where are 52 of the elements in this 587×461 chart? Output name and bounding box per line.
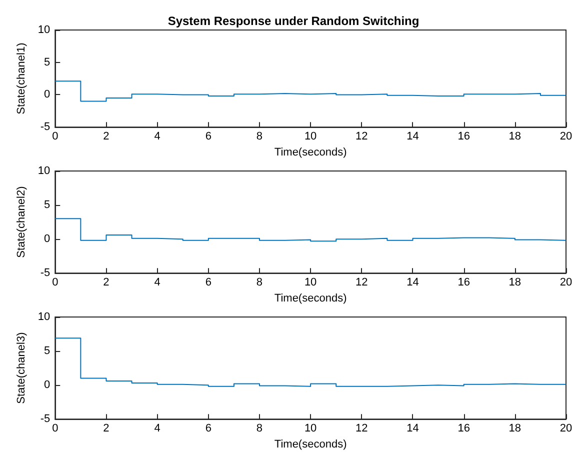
x-tick-label: 4 [154, 276, 160, 289]
x-tick-label: 10 [304, 130, 317, 143]
chart-title: System Response under Random Switching [168, 14, 420, 28]
x-tick-label: 20 [560, 130, 572, 143]
x-tick-label: 2 [103, 276, 110, 289]
y-tick-label: 5 [44, 345, 50, 358]
x-tick-label: 14 [406, 130, 419, 143]
x-tick-label: 0 [52, 276, 58, 289]
x-tick-label: 8 [256, 422, 263, 435]
x-tick-label: 0 [52, 422, 58, 435]
y-tick-label: 10 [38, 24, 50, 36]
x-tick-label: 4 [154, 422, 160, 435]
y-tick-label: 5 [44, 199, 50, 212]
x-tick-label: 6 [205, 276, 212, 289]
x-tick-label: 12 [356, 276, 368, 289]
y-axis-title: State(chanel1) [16, 42, 28, 114]
y-tick-label: -5 [40, 267, 50, 280]
x-tick-label: 14 [406, 276, 419, 289]
y-tick-label: 0 [44, 233, 50, 246]
y-tick-label: 10 [38, 165, 50, 177]
y-tick-label: 5 [44, 56, 50, 68]
x-tick-label: 10 [304, 276, 317, 289]
x-axis-title: Time(seconds) [274, 438, 347, 450]
y-tick-label: 0 [44, 88, 50, 101]
x-tick-label: 14 [406, 422, 419, 435]
x-axis-title: Time(seconds) [274, 292, 347, 304]
x-tick-label: 16 [458, 130, 470, 143]
x-tick-label: 8 [256, 130, 263, 143]
x-tick-label: 18 [508, 130, 522, 143]
x-tick-label: 2 [103, 130, 110, 143]
y-tick-label: 10 [38, 311, 50, 323]
x-tick-label: 12 [356, 130, 368, 143]
x-tick-label: 18 [508, 276, 522, 289]
x-tick-label: 6 [205, 130, 212, 143]
x-tick-label: 20 [560, 422, 572, 435]
x-tick-label: 10 [304, 422, 317, 435]
x-tick-label: 16 [458, 276, 470, 289]
x-tick-label: 6 [205, 422, 212, 435]
x-tick-label: 12 [356, 422, 368, 435]
y-axis-title: State(chanel2) [16, 186, 28, 258]
x-axis-title: Time(seconds) [274, 146, 347, 158]
y-axis-title: State(chanel3) [16, 332, 28, 404]
x-tick-label: 20 [560, 276, 572, 289]
x-tick-label: 8 [256, 276, 263, 289]
y-tick-label: -5 [40, 413, 50, 426]
x-tick-label: 16 [458, 422, 470, 435]
x-tick-label: 0 [52, 130, 58, 143]
x-tick-label: 2 [103, 422, 110, 435]
y-tick-label: 0 [44, 379, 50, 392]
x-tick-label: 4 [154, 130, 160, 143]
y-tick-label: -5 [40, 121, 50, 134]
x-tick-label: 18 [508, 422, 522, 435]
